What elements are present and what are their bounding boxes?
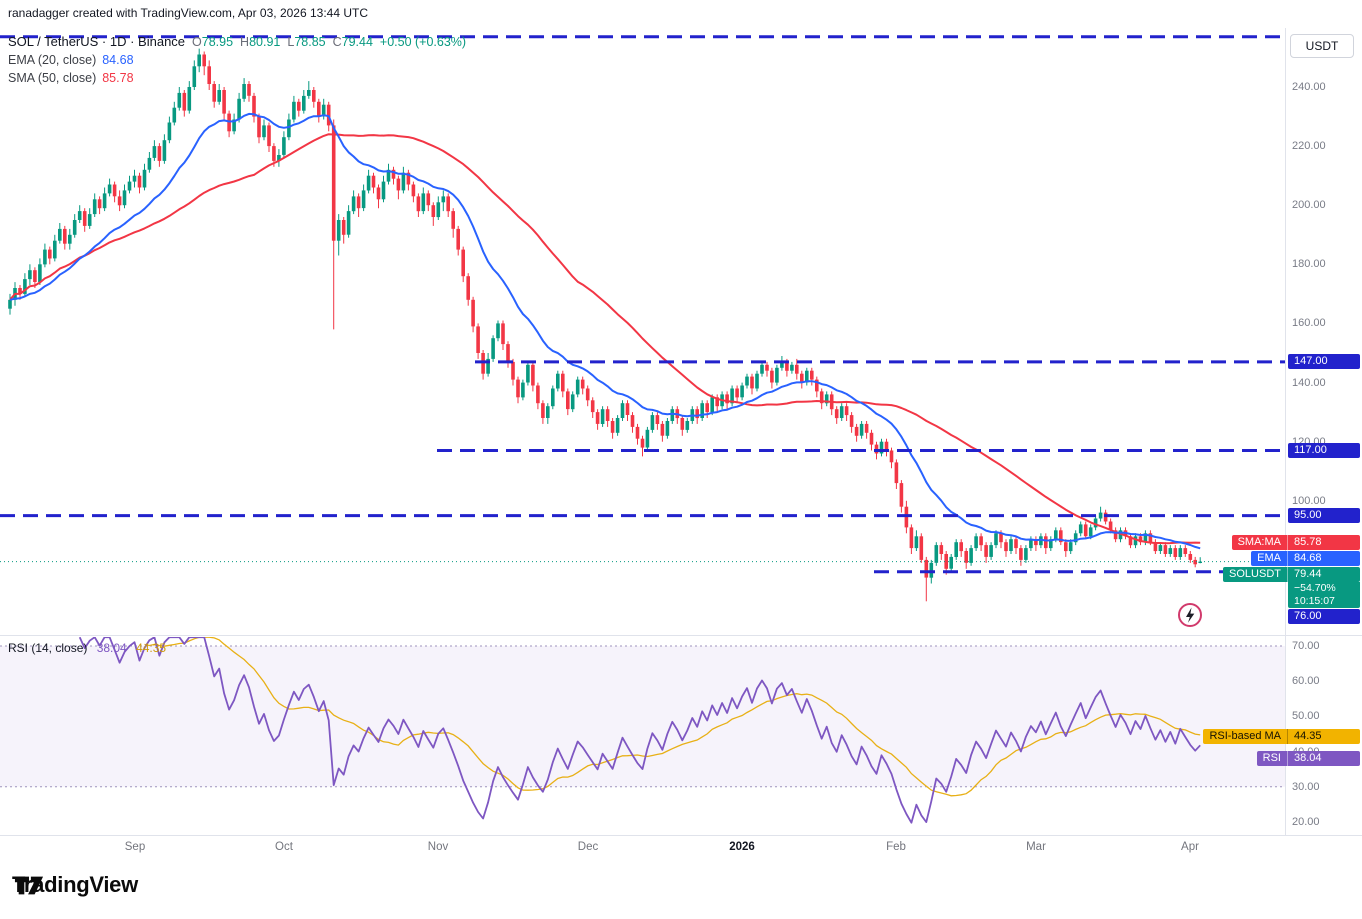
rsi-axis-tick-20: 20.00: [1292, 816, 1320, 828]
rsi-ma-legend-value: 44.35: [136, 641, 167, 655]
ohlc-low: L78.85: [287, 35, 326, 49]
price-axis-tick-220: 220.00: [1292, 140, 1326, 153]
price-chart-canvas[interactable]: [0, 28, 1285, 635]
symbol-legend-row: SOL / TetherUS · 1D · Binance O78.95 H80…: [8, 33, 466, 51]
rsi-axis-tick-30: 30.00: [1292, 780, 1320, 793]
rsi-legend-value: 38.04: [96, 641, 127, 655]
price-axis-tick-100: 100.00: [1292, 494, 1326, 507]
ohlc-high: H80.91: [240, 35, 281, 49]
level-147-badge: 147.00: [1288, 354, 1360, 370]
ohlc-close: C79.44: [332, 35, 373, 49]
rsi-axis-tick-60: 60.00: [1292, 675, 1320, 688]
sma-line: [9, 133, 1201, 545]
ohlc-change: +0.50 (+0.63%): [379, 35, 467, 49]
pane-separator[interactable]: [0, 635, 1362, 636]
footer: TradingView: [12, 872, 138, 898]
symbol-price-badge-info: −54.70% 10:15:07: [1288, 582, 1360, 609]
time-label-Apr: Apr: [1181, 841, 1199, 853]
ema-legend-value: 84.68: [102, 53, 134, 67]
time-axis-border: [0, 835, 1362, 836]
attribution-text: ranadagger created with TradingView.com,…: [8, 6, 368, 20]
time-label-Sep: Sep: [124, 841, 146, 853]
level-117-badge: 117.00: [1288, 443, 1360, 459]
time-label-Nov: Nov: [427, 841, 449, 853]
ema-line: [9, 112, 1201, 550]
price-axis-tick-120: 120.00: [1292, 435, 1326, 448]
price-axis-tick-160: 160.00: [1292, 317, 1326, 330]
price-axis-tick-200: 200.00: [1292, 199, 1326, 212]
level-95-badge: 95.00: [1288, 508, 1360, 524]
price-axis-tick-180: 180.00: [1292, 258, 1326, 271]
sma-legend-label: SMA (50, close): [8, 71, 97, 85]
rsi-line: [78, 637, 1201, 824]
price-axis-tick-60: 60.00: [1292, 613, 1320, 625]
currency-label[interactable]: USDT: [1290, 34, 1354, 58]
rsi-axis-tick-40: 40.00: [1292, 745, 1320, 758]
price-axis-tick-240: 240.00: [1292, 81, 1326, 93]
rsi-band: [0, 646, 1285, 787]
ohlc-open: O78.95: [192, 35, 234, 49]
rsi-ma-line: [144, 637, 1201, 797]
time-label-2026: 2026: [729, 841, 755, 853]
time-label-Oct: Oct: [275, 841, 293, 853]
ema-legend-label: EMA (20, close): [8, 53, 97, 67]
level-76-badge: 76.00: [1288, 609, 1360, 625]
price-legend: SOL / TetherUS · 1D · Binance O78.95 H80…: [8, 33, 466, 87]
flash-icon[interactable]: [1176, 601, 1204, 629]
time-label-Feb: Feb: [886, 841, 906, 853]
symbol-title: SOL / TetherUS · 1D · Binance: [8, 34, 186, 49]
time-label-Dec: Dec: [577, 841, 599, 853]
time-label-Mar: Mar: [1026, 841, 1046, 853]
price-axis-tick-140: 140.00: [1292, 376, 1326, 389]
candles: [8, 48, 1202, 602]
ema-legend-row: EMA (20, close) 84.68: [8, 51, 466, 69]
axis-left-border: [1285, 28, 1286, 835]
sma-legend-value: 85.78: [102, 71, 134, 85]
rsi-axis-tick-70: 70.00: [1292, 640, 1320, 652]
tradingview-logo-icon[interactable]: [12, 870, 46, 900]
rsi-legend-label: RSI (14, close): [8, 641, 88, 655]
sma-legend-row: SMA (50, close) 85.78: [8, 69, 466, 87]
rsi-axis-tick-50: 50.00: [1292, 710, 1320, 723]
rsi-legend: RSI (14, close) 38.04 44.35: [8, 641, 166, 655]
rsi-chart-canvas[interactable]: [0, 637, 1285, 833]
